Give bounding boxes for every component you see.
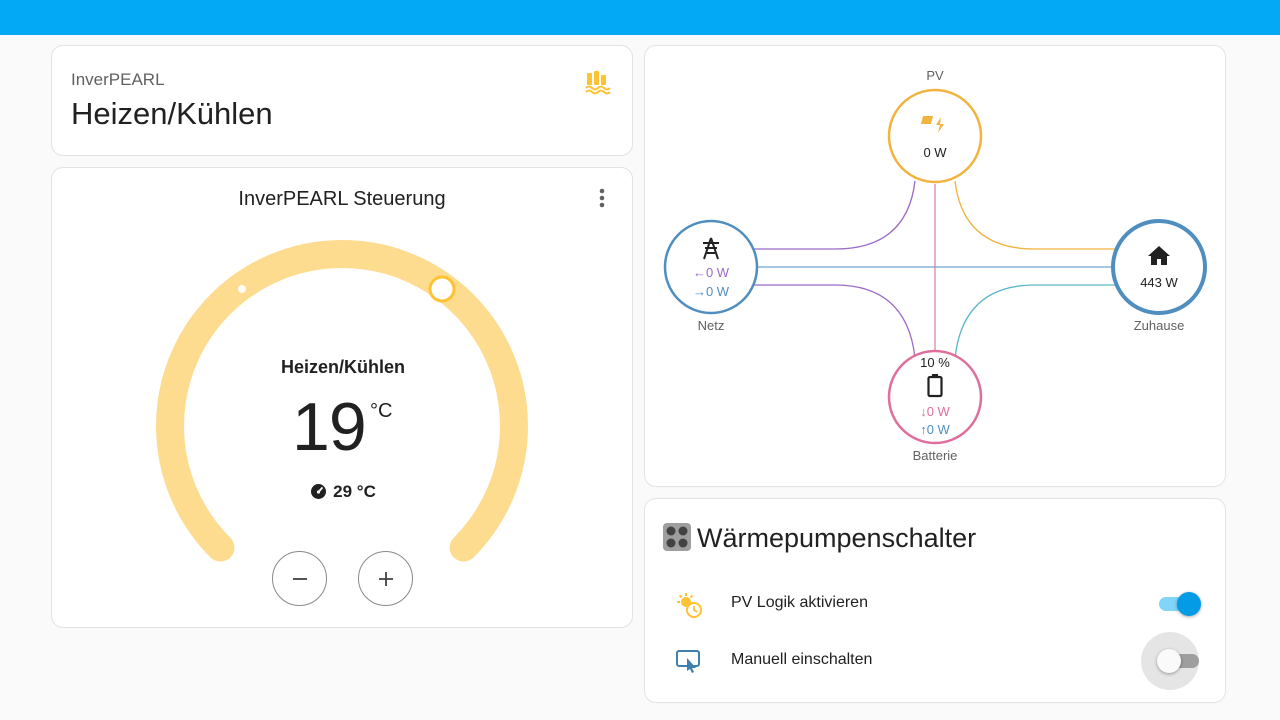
manual-switch-toggle[interactable] bbox=[1141, 632, 1203, 690]
hvac-mode-label: Heizen/Kühlen bbox=[280, 357, 405, 377]
pv-label: PV bbox=[926, 68, 944, 83]
battery-out-value: ↑0 W bbox=[920, 422, 950, 437]
heat-pump-icon bbox=[585, 71, 611, 95]
thermostat-card: InverPEARL Steuerung Heizen/Kühlen 19 °C… bbox=[51, 167, 633, 628]
dial-track bbox=[156, 240, 528, 562]
app-header-bar bbox=[0, 0, 1280, 35]
plus-icon bbox=[378, 571, 393, 586]
temperature-dial[interactable] bbox=[52, 168, 634, 629]
decrease-temperature-button[interactable] bbox=[272, 551, 327, 606]
gauge-icon bbox=[311, 484, 327, 499]
touch-screen-icon bbox=[676, 650, 700, 673]
energy-flow-diagram bbox=[663, 88, 1207, 445]
flow-pv-to-home bbox=[954, 180, 1115, 250]
target-temperature: 19 bbox=[292, 389, 367, 465]
pv-node bbox=[887, 88, 983, 184]
switches-card-title: Wärmepumpenschalter bbox=[663, 523, 976, 554]
switch-row-manual: Manuell einschalten bbox=[645, 632, 1227, 690]
heat-pump-switch-icon bbox=[663, 523, 691, 551]
home-label: Zuhause bbox=[1133, 318, 1185, 333]
pv-value: 0 W bbox=[923, 145, 947, 160]
mode-card-title: Heizen/Kühlen bbox=[71, 96, 273, 131]
battery-label: Batterie bbox=[912, 448, 958, 463]
battery-soc: 10 % bbox=[920, 355, 950, 370]
flow-battery-to-home bbox=[954, 284, 1115, 359]
sun-clock-icon bbox=[677, 593, 702, 618]
minus-icon bbox=[292, 577, 307, 580]
battery-in-value: ↓0 W bbox=[920, 404, 950, 419]
heat-pump-switches-card: Wärmepumpenschalter PV Logik aktivieren … bbox=[644, 498, 1226, 703]
current-temperature: 29 °C bbox=[52, 482, 634, 502]
battery-icon bbox=[927, 374, 943, 398]
grid-export-value: →0 W bbox=[692, 284, 730, 299]
target-temperature-unit: °C bbox=[370, 400, 393, 422]
increase-temperature-button[interactable] bbox=[358, 551, 413, 606]
dots-vertical-icon[interactable] bbox=[590, 186, 614, 210]
mode-card-subtitle: InverPEARL bbox=[71, 70, 165, 89]
pv-logic-label: PV Logik aktivieren bbox=[731, 594, 868, 611]
switches-card-title-text: Wärmepumpenschalter bbox=[697, 523, 977, 553]
grid-node bbox=[663, 219, 759, 315]
thermostat-card-title: InverPEARL Steuerung bbox=[238, 188, 446, 210]
pv-logic-toggle[interactable] bbox=[1157, 591, 1203, 617]
current-temperature-value: 29 °C bbox=[333, 482, 376, 501]
grid-label: Netz bbox=[697, 318, 725, 333]
grid-import-value: ←0 W bbox=[692, 265, 730, 280]
dial-handle bbox=[428, 275, 456, 303]
mode-card: InverPEARL Heizen/Kühlen bbox=[51, 45, 633, 156]
switch-row-pv-logic: PV Logik aktivieren bbox=[645, 581, 1227, 625]
home-icon bbox=[1148, 246, 1170, 265]
flow-grid-to-battery bbox=[753, 284, 916, 359]
home-node bbox=[1111, 219, 1207, 315]
transmission-tower-icon bbox=[703, 237, 719, 260]
flow-pv-to-grid bbox=[753, 180, 916, 250]
manual-switch-label: Manuell einschalten bbox=[731, 651, 873, 668]
dial-low-marker bbox=[238, 285, 246, 293]
solar-power-icon bbox=[921, 116, 944, 133]
home-value: 443 W bbox=[1140, 275, 1178, 290]
energy-distribution-card: PV 0 W ←0 W →0 W Netz 443 W Zuhause 10 %… bbox=[644, 45, 1226, 487]
